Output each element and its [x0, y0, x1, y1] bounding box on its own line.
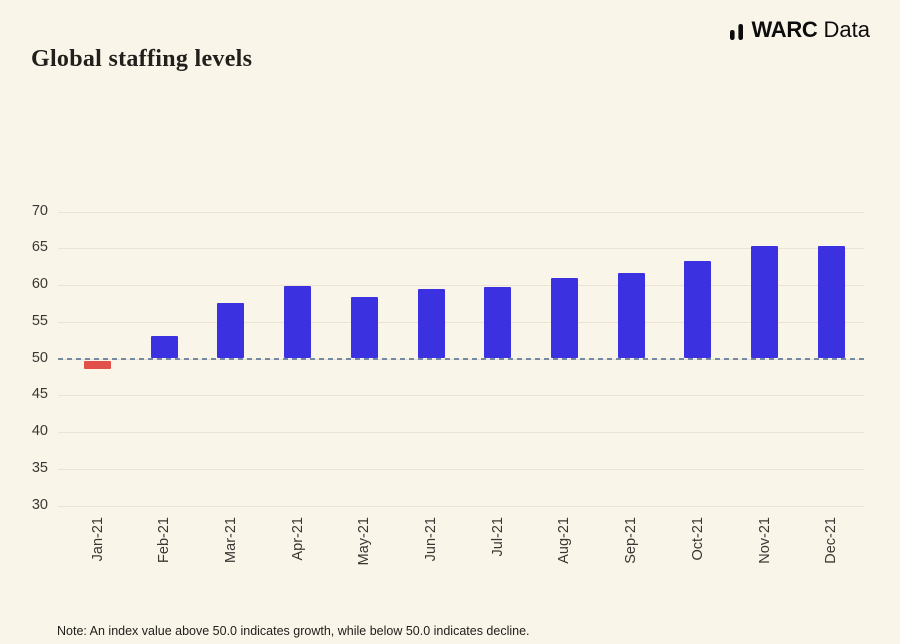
baseline-50-dashed-line — [58, 357, 864, 360]
x-axis-label: Nov-21 — [756, 517, 773, 564]
y-axis-label: 45 — [31, 386, 48, 403]
x-axis-label: Jan-21 — [89, 517, 106, 562]
gridline — [58, 468, 864, 470]
x-axis-label: Dec-21 — [823, 517, 840, 564]
y-axis-label: 40 — [31, 423, 48, 439]
y-axis-label: 65 — [31, 239, 48, 256]
bar-sep-21 — [617, 272, 645, 359]
bar-jan-21 — [84, 360, 111, 369]
bar-oct-21 — [684, 260, 712, 359]
gridline — [58, 285, 864, 286]
y-axis-label: 70 — [31, 202, 48, 219]
gridline — [58, 211, 864, 213]
x-axis-label: Feb-21 — [156, 517, 173, 563]
bar-nov-21 — [751, 246, 778, 359]
bar-apr-21 — [284, 285, 312, 359]
x-axis-label: Jun-21 — [423, 517, 439, 562]
y-axis-label: 60 — [31, 276, 48, 292]
bar-feb-21 — [150, 336, 178, 359]
chart-note: Note: An index value above 50.0 indicate… — [57, 624, 530, 638]
gridline — [58, 432, 864, 433]
gridline — [58, 505, 864, 507]
warc-data-logo: WARC Data — [729, 17, 870, 43]
bar-may-21 — [350, 296, 378, 359]
y-axis-label: 50 — [31, 349, 48, 366]
bar-chart-icon — [729, 21, 745, 40]
x-axis-label: Sep-21 — [623, 517, 640, 564]
x-axis-label: May-21 — [356, 517, 373, 566]
page-title: Global staffing levels — [31, 46, 253, 72]
x-axis-label: Oct-21 — [689, 517, 706, 561]
bar-jul-21 — [484, 287, 512, 359]
y-axis-label: 30 — [31, 496, 48, 513]
gridline — [58, 395, 864, 397]
bar-jun-21 — [417, 288, 445, 359]
y-axis-label: 35 — [31, 459, 48, 476]
gridline — [58, 248, 864, 250]
logo-text-regular: Data — [823, 17, 870, 42]
gridline — [58, 321, 864, 323]
y-axis-label: 55 — [31, 312, 48, 329]
x-axis-label: Mar-21 — [222, 517, 239, 563]
bar-mar-21 — [217, 302, 245, 359]
x-axis-label: Apr-21 — [289, 517, 306, 561]
bar-aug-21 — [550, 278, 578, 359]
x-axis-label: Aug-21 — [556, 517, 573, 564]
bar-dec-21 — [817, 246, 845, 359]
logo-text-bold: WARC — [751, 17, 818, 42]
x-axis-label: Jul-21 — [489, 517, 506, 557]
